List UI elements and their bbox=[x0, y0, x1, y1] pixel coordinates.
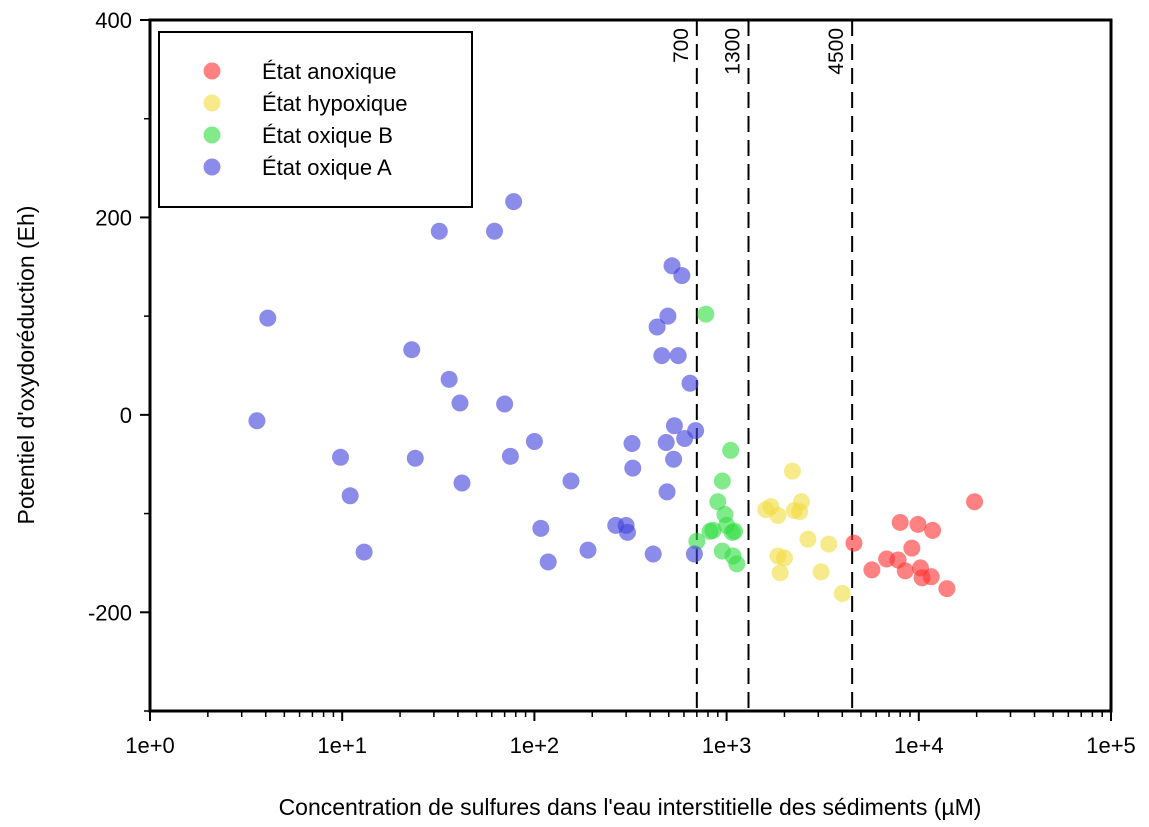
data-point bbox=[403, 341, 421, 359]
threshold-label: 700 bbox=[670, 28, 693, 63]
legend-marker bbox=[203, 126, 221, 144]
data-point bbox=[775, 549, 793, 567]
data-point bbox=[665, 417, 683, 435]
y-axis-label: Potentiel d'oxydoréduction (Eh) bbox=[13, 206, 39, 525]
legend-marker bbox=[203, 94, 221, 112]
data-point bbox=[430, 222, 448, 240]
legend-box bbox=[158, 31, 473, 208]
data-point bbox=[505, 193, 523, 211]
data-point bbox=[665, 450, 683, 468]
data-point bbox=[648, 318, 666, 336]
data-point bbox=[799, 530, 817, 548]
data-point bbox=[525, 433, 543, 451]
data-point bbox=[938, 580, 956, 598]
data-point bbox=[769, 507, 787, 525]
data-point bbox=[903, 539, 921, 557]
data-point bbox=[332, 448, 350, 466]
data-point bbox=[579, 541, 597, 559]
data-point bbox=[539, 553, 557, 571]
data-point bbox=[909, 515, 927, 533]
series-group bbox=[757, 462, 851, 603]
data-point bbox=[440, 370, 458, 388]
data-point bbox=[658, 483, 676, 501]
data-point bbox=[496, 395, 514, 413]
data-point bbox=[833, 585, 851, 603]
data-point bbox=[259, 309, 277, 327]
data-point bbox=[966, 493, 984, 511]
y-tick-label: 200 bbox=[95, 205, 132, 230]
x-tick-label: 1e+5 bbox=[1086, 733, 1136, 758]
x-tick-label: 1e+3 bbox=[702, 733, 752, 758]
data-point bbox=[501, 447, 519, 465]
data-point bbox=[697, 305, 715, 323]
data-point bbox=[924, 521, 942, 539]
data-point bbox=[709, 493, 727, 511]
data-point bbox=[728, 555, 746, 573]
data-point bbox=[653, 347, 671, 365]
x-axis-ticks: 1e+0 1e+1 1e+2 1e+3 1e+4 1e+5 bbox=[125, 711, 1136, 758]
data-point bbox=[812, 563, 830, 581]
y-tick-label: -200 bbox=[88, 600, 132, 625]
data-point bbox=[771, 564, 789, 582]
data-point bbox=[532, 519, 550, 537]
data-point bbox=[248, 412, 266, 430]
data-point bbox=[685, 545, 703, 563]
data-point bbox=[485, 222, 503, 240]
legend-label: État hypoxique bbox=[262, 91, 408, 116]
x-tick-label: 1e+4 bbox=[894, 733, 944, 758]
data-point bbox=[355, 543, 373, 561]
x-tick-label: 1e+0 bbox=[125, 733, 175, 758]
data-point bbox=[624, 459, 642, 477]
data-point bbox=[451, 394, 469, 412]
data-point bbox=[618, 523, 636, 541]
y-tick-label: 0 bbox=[120, 403, 132, 428]
legend: État anoxique État hypoxique État oxique B… bbox=[158, 31, 473, 208]
y-axis-ticks: 400 200 0 -200 bbox=[88, 8, 150, 712]
data-point bbox=[657, 433, 675, 451]
data-point bbox=[688, 532, 706, 550]
legend-marker bbox=[203, 158, 221, 176]
data-point bbox=[863, 561, 881, 579]
data-point bbox=[922, 568, 940, 586]
series-group bbox=[845, 493, 984, 598]
legend-marker bbox=[203, 62, 221, 80]
threshold-label: 1300 bbox=[721, 28, 744, 75]
data-point bbox=[792, 493, 810, 511]
data-points bbox=[248, 193, 984, 603]
y-tick-label: 400 bbox=[95, 8, 132, 33]
data-point bbox=[704, 521, 722, 539]
threshold-label: 4500 bbox=[825, 28, 848, 75]
x-tick-label: 1e+1 bbox=[317, 733, 367, 758]
legend-label: État oxique B bbox=[262, 123, 393, 148]
series-group bbox=[248, 193, 705, 571]
data-point bbox=[783, 462, 801, 480]
x-axis-label: Concentration de sulfures dans l'eau int… bbox=[279, 794, 982, 820]
data-point bbox=[659, 307, 677, 325]
legend-label: État anoxique bbox=[262, 59, 397, 84]
data-point bbox=[687, 422, 705, 440]
threshold-lines: 700 1300 4500 bbox=[670, 20, 854, 711]
data-point bbox=[722, 441, 740, 459]
series-group bbox=[688, 305, 746, 573]
x-tick-label: 1e+2 bbox=[510, 733, 560, 758]
data-point bbox=[681, 374, 699, 392]
data-point bbox=[669, 347, 687, 365]
data-point bbox=[726, 522, 744, 540]
data-point bbox=[673, 267, 691, 285]
data-point bbox=[341, 487, 359, 505]
data-point bbox=[845, 534, 863, 552]
data-point bbox=[406, 449, 424, 467]
data-point bbox=[453, 474, 471, 492]
data-point bbox=[820, 535, 838, 553]
data-point bbox=[562, 472, 580, 490]
data-point bbox=[896, 562, 914, 580]
data-point bbox=[891, 513, 909, 531]
data-point bbox=[644, 545, 662, 563]
data-point bbox=[713, 472, 731, 490]
legend-label: État oxique A bbox=[262, 155, 392, 180]
data-point bbox=[623, 434, 641, 452]
